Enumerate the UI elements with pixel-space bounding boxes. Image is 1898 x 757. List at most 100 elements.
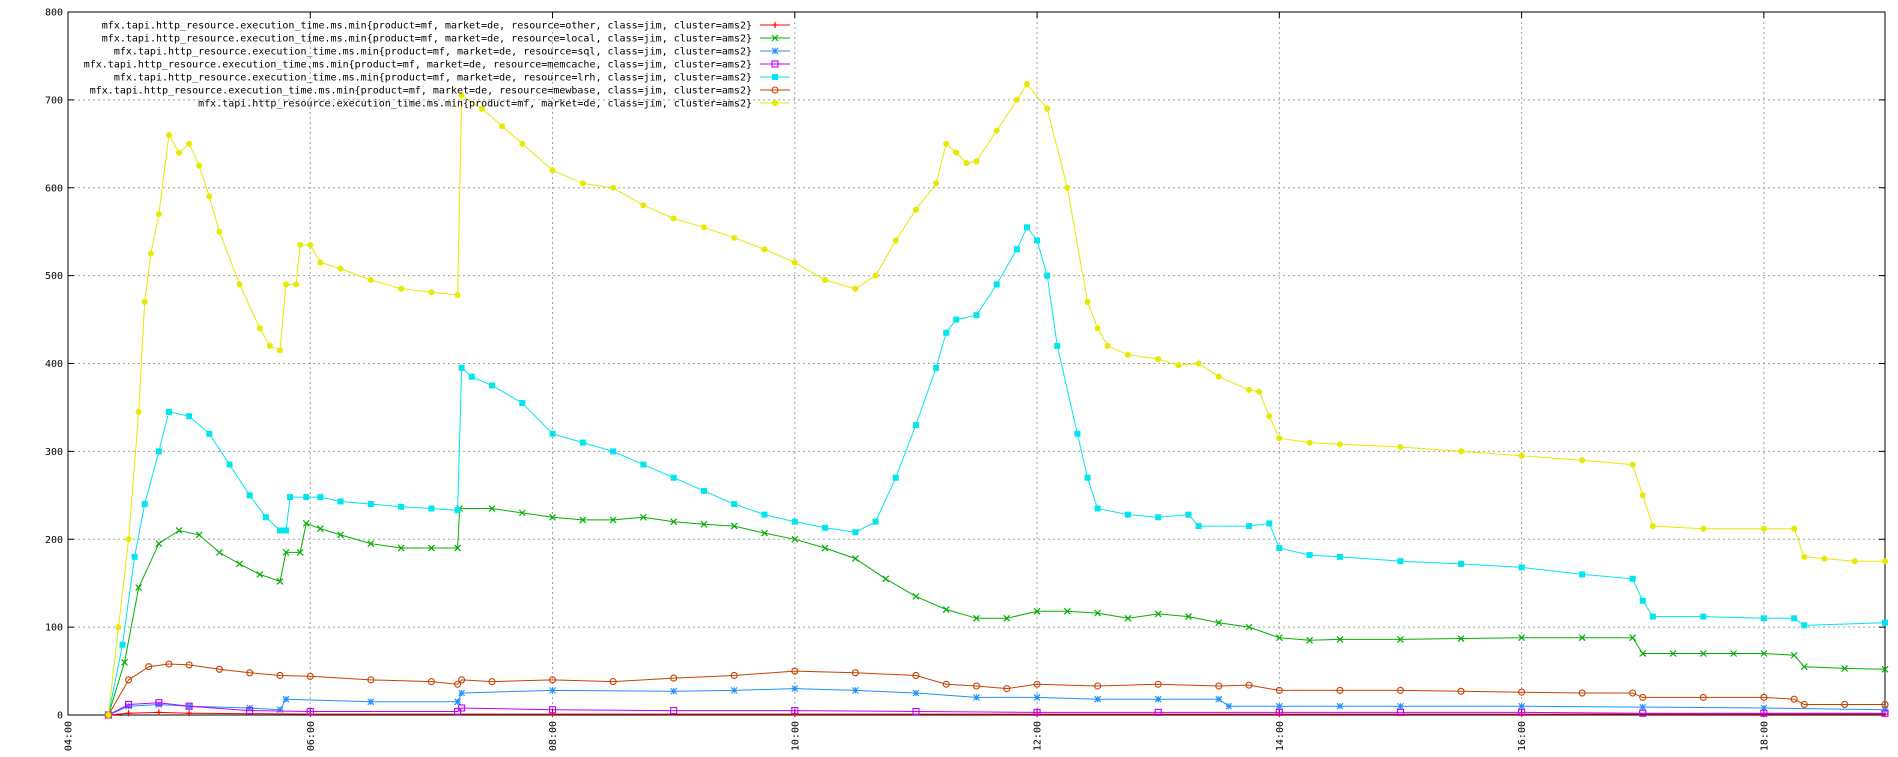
data-point xyxy=(892,474,899,481)
data-point xyxy=(185,702,193,710)
data-point xyxy=(186,710,193,717)
data-point xyxy=(1154,708,1162,716)
data-point xyxy=(761,511,768,518)
data-point xyxy=(640,461,647,468)
axes: 0 100 200 300 400 500 600 700 800 04:00 06:00 08:00… xyxy=(45,8,1886,751)
data-point xyxy=(912,689,920,697)
data-point xyxy=(1256,388,1263,395)
data-point xyxy=(216,228,223,235)
data-point xyxy=(943,140,950,147)
series-7 xyxy=(105,81,1888,718)
data-point xyxy=(367,676,375,684)
x-tick-label: 18:00 xyxy=(1759,721,1770,751)
x-tick-label: 06:00 xyxy=(306,721,317,751)
data-point xyxy=(1064,184,1071,191)
data-point xyxy=(1275,708,1283,716)
x-tick-label: 10:00 xyxy=(790,721,801,751)
data-point xyxy=(1154,680,1162,688)
data-point xyxy=(731,234,738,241)
data-point xyxy=(1801,622,1808,629)
data-point xyxy=(1851,558,1858,565)
data-point xyxy=(942,606,950,613)
data-point xyxy=(1276,545,1283,552)
legend-label: mfx.tapi.http_resource.execution_time.ms… xyxy=(84,60,752,71)
legend-swatch-marker xyxy=(772,22,778,28)
data-point xyxy=(851,669,859,677)
data-point xyxy=(1639,709,1647,717)
data-point xyxy=(458,92,465,99)
data-point xyxy=(215,665,223,673)
data-point xyxy=(215,549,223,556)
data-point xyxy=(1013,96,1020,103)
data-point xyxy=(1094,609,1102,617)
data-point xyxy=(1760,650,1768,657)
data-point xyxy=(186,413,193,420)
data-point xyxy=(1266,413,1273,420)
data-point xyxy=(852,285,859,292)
data-point xyxy=(1013,246,1020,253)
data-point xyxy=(670,518,678,526)
data-point xyxy=(912,206,919,213)
data-point xyxy=(1881,665,1889,673)
data-point xyxy=(1074,430,1081,437)
data-point xyxy=(1518,634,1526,642)
data-point xyxy=(454,680,462,688)
legend-swatch-marker xyxy=(772,74,778,80)
data-point xyxy=(121,658,128,666)
x-tick-label: 16:00 xyxy=(1517,721,1528,751)
data-point xyxy=(953,149,960,156)
data-point xyxy=(610,448,617,455)
data-point xyxy=(912,671,920,680)
data-point xyxy=(125,536,132,543)
data-point xyxy=(1003,685,1011,693)
data-point xyxy=(670,215,677,222)
data-point xyxy=(1700,613,1707,620)
data-point xyxy=(1841,700,1849,709)
data-point xyxy=(141,298,148,305)
data-point xyxy=(670,707,678,715)
data-point xyxy=(1518,702,1525,710)
data-point xyxy=(283,281,290,288)
data-point xyxy=(458,689,466,697)
legend-label: mfx.tapi.http_resource.execution_time.ms… xyxy=(114,47,752,58)
data-point xyxy=(549,687,556,694)
data-point xyxy=(1225,702,1233,710)
data-point xyxy=(670,687,678,695)
data-point xyxy=(155,448,162,455)
data-point xyxy=(1639,650,1647,657)
data-point xyxy=(730,687,738,694)
legend-swatch-marker xyxy=(771,47,779,55)
data-point xyxy=(1215,619,1223,627)
data-point xyxy=(468,373,475,380)
data-point xyxy=(1245,623,1253,631)
data-point xyxy=(892,237,899,244)
data-point xyxy=(367,501,374,508)
data-point xyxy=(872,518,879,525)
data-point xyxy=(640,202,647,209)
data-point xyxy=(196,162,203,169)
legend-label: mfx.tapi.http_resource.execution_time.ms… xyxy=(198,99,752,110)
data-point xyxy=(206,430,213,437)
data-point xyxy=(1336,702,1344,710)
legend-swatch-marker xyxy=(771,86,779,94)
data-point xyxy=(1034,237,1041,244)
legend-swatch-marker xyxy=(772,100,778,106)
data-point xyxy=(135,408,142,415)
data-point xyxy=(700,224,707,231)
data-point xyxy=(317,259,324,266)
data-point xyxy=(973,614,980,622)
data-point xyxy=(1699,650,1707,657)
data-point xyxy=(454,291,461,298)
data-point xyxy=(1639,693,1647,701)
data-point xyxy=(1175,362,1182,369)
data-point xyxy=(1790,651,1798,659)
data-point xyxy=(1044,105,1051,112)
data-point xyxy=(1699,693,1707,701)
data-point xyxy=(519,400,526,407)
data-point xyxy=(1760,525,1767,532)
data-point xyxy=(1760,704,1768,712)
data-point xyxy=(135,584,143,592)
data-point xyxy=(1246,523,1253,530)
data-point xyxy=(1033,694,1041,701)
series-2 xyxy=(104,505,1889,719)
